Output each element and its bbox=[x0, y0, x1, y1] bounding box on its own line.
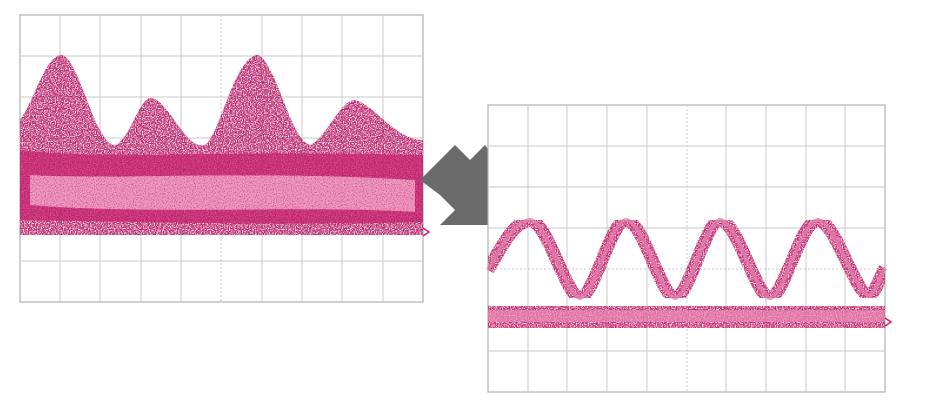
right-scope bbox=[482, 104, 893, 393]
left-scope bbox=[19, 14, 431, 303]
marker bbox=[884, 317, 893, 327]
marker bbox=[422, 227, 431, 237]
baseline-core bbox=[488, 310, 885, 322]
arrow bbox=[420, 145, 500, 225]
light-band bbox=[30, 175, 415, 212]
waveform-core bbox=[486, 217, 887, 301]
